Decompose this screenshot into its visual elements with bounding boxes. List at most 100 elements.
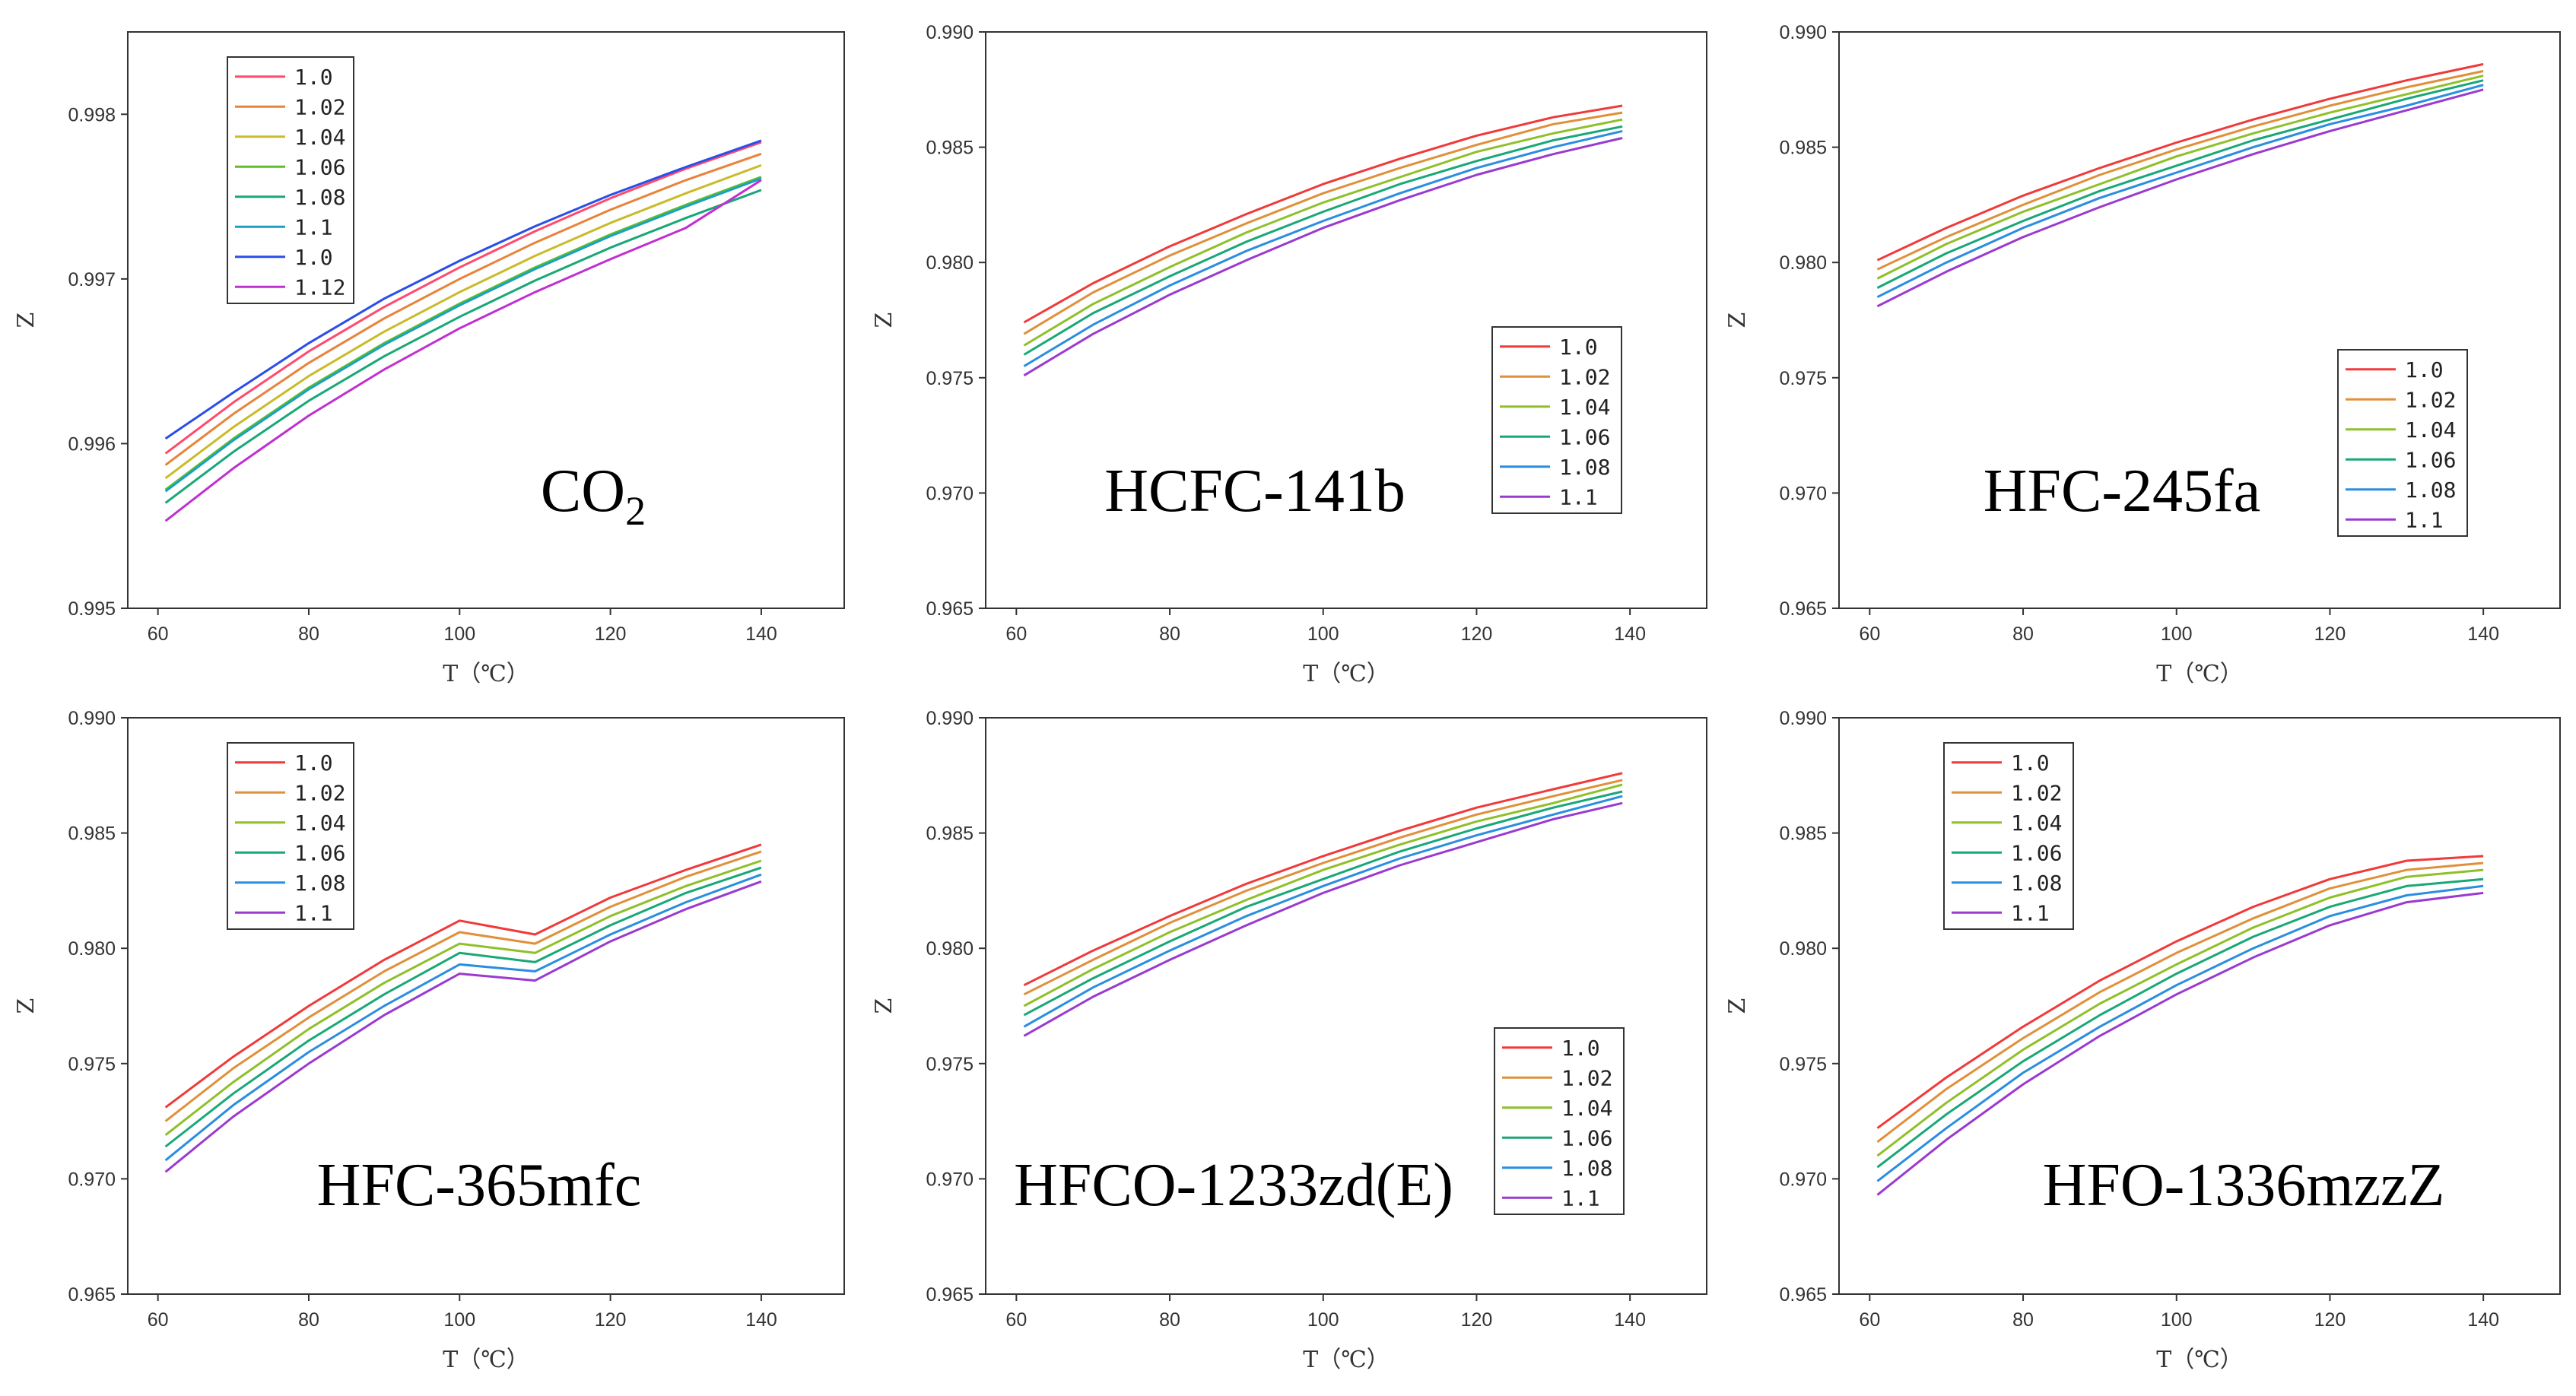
x-axis-label: T（℃） (1303, 661, 1390, 687)
series-line-2 (1876, 861, 2484, 1144)
compound-name: CO2 (541, 458, 646, 534)
series-line-7 (164, 139, 762, 440)
y-tick-label: 0.965 (1779, 1284, 1827, 1306)
x-tick-label: 60 (1859, 1309, 1880, 1331)
y-tick-label: 0.990 (1779, 22, 1827, 43)
legend-box (2337, 349, 2468, 537)
series-line-1 (1023, 104, 1623, 324)
series-line-4 (164, 176, 762, 491)
plot-frame (127, 31, 845, 609)
series-line-3 (1023, 783, 1623, 1007)
y-tick-label: 0.985 (1779, 823, 1827, 845)
y-tick-label: 0.985 (68, 823, 116, 845)
legend-label: 1.08 (294, 185, 345, 210)
y-tick-label: 0.985 (1779, 138, 1827, 159)
x-tick-label: 140 (2467, 623, 2499, 645)
legend-label: 1.1 (1559, 484, 1598, 509)
legend-label: 1.08 (1559, 455, 1610, 480)
y-tick-label: 0.975 (1779, 368, 1827, 389)
series-line-3 (164, 163, 762, 480)
legend-label: 1.0 (294, 245, 333, 270)
y-tick-label: 0.990 (68, 708, 116, 729)
series-line-6 (1023, 801, 1623, 1037)
x-tick-label: 60 (148, 1309, 169, 1331)
legend-label: 1.0 (294, 750, 333, 776)
series-line-2 (164, 850, 762, 1122)
y-tick-label: 0.980 (926, 938, 974, 960)
legend-label: 1.02 (2405, 387, 2456, 412)
y-tick-label: 0.998 (68, 104, 116, 125)
y-tick-label: 0.975 (1779, 1054, 1827, 1075)
x-tick-label: 80 (298, 1309, 319, 1331)
legend-label: 1.06 (2011, 840, 2062, 865)
legend-label: 1.08 (2011, 871, 2062, 896)
series-line-5 (1023, 795, 1623, 1028)
legend-box (1943, 742, 2074, 930)
series-line-3 (1876, 868, 2484, 1157)
legend-label: 1.0 (1561, 1036, 1600, 1061)
legend-label: 1.06 (2405, 447, 2456, 472)
series-line-6 (1876, 891, 2484, 1196)
x-tick-label: 120 (2314, 623, 2346, 645)
compound-name: HFCO-1233zd(E) (1014, 1152, 1453, 1219)
x-tick-label: 140 (745, 623, 777, 645)
compound-name: HFC-365mfc (317, 1152, 642, 1219)
y-tick-label: 0.970 (926, 1169, 974, 1190)
legend-label: 1.02 (1561, 1065, 1612, 1090)
series-line-5 (1023, 129, 1623, 367)
y-tick-label: 0.970 (1779, 1169, 1827, 1190)
compound-name: HFC-245fa (1984, 458, 2260, 525)
y-tick-label: 0.975 (68, 1054, 116, 1075)
x-axis-label: T（℃） (443, 1347, 529, 1373)
x-tick-label: 120 (1461, 623, 1493, 645)
legend-label: 1.1 (294, 214, 333, 240)
y-tick-label: 0.975 (926, 1054, 974, 1075)
series-line-5 (164, 189, 762, 504)
compound-name: HCFC-141b (1104, 458, 1406, 525)
x-tick-label: 60 (1859, 623, 1880, 645)
x-tick-label: 120 (595, 623, 627, 645)
legend-label: 1.06 (294, 154, 345, 179)
legend-label: 1.1 (1561, 1185, 1600, 1210)
y-axis-label: Z (871, 998, 897, 1014)
y-tick-label: 0.990 (1779, 708, 1827, 729)
series-line-2 (1876, 70, 2484, 271)
series-line-6 (1023, 137, 1623, 377)
y-tick-label: 0.970 (68, 1169, 116, 1190)
series-line-4 (164, 866, 762, 1148)
x-tick-label: 80 (1159, 1309, 1180, 1331)
legend-label: 1.06 (294, 840, 345, 865)
y-tick-label: 0.980 (1779, 252, 1827, 274)
y-tick-label: 0.970 (926, 483, 974, 504)
legend-box (1491, 326, 1622, 514)
legend: 1.0 1.02 1.04 1.06 1.08 1.1 (1491, 326, 1622, 514)
x-tick-label: 140 (745, 1309, 777, 1331)
y-tick-label: 0.965 (1779, 598, 1827, 620)
series-line-4 (1876, 877, 2484, 1169)
y-tick-label: 0.996 (68, 433, 116, 455)
y-tick-label: 0.965 (926, 1284, 974, 1306)
legend-label: 1.04 (294, 811, 345, 836)
y-tick-label: 0.990 (926, 708, 974, 729)
plot-frame (1838, 31, 2561, 609)
legend-label: 1.04 (2405, 417, 2456, 443)
compound-name: HFO-1336mzzZ (2043, 1152, 2445, 1219)
legend-label: 1.08 (294, 871, 345, 896)
y-axis-label: Z (13, 313, 40, 328)
x-tick-label: 120 (2314, 1309, 2346, 1331)
legend-box (227, 56, 354, 304)
legend-label: 1.0 (1559, 335, 1598, 360)
series-line-5 (164, 873, 762, 1162)
legend-label: 1.04 (1561, 1096, 1612, 1121)
y-axis-label: Z (1724, 313, 1751, 328)
series-line-2 (164, 152, 762, 466)
legend-label: 1.12 (294, 274, 345, 300)
y-tick-label: 0.985 (926, 823, 974, 845)
legend: 1.0 1.02 1.04 1.06 1.08 1.1 (227, 742, 354, 930)
chart-panel-5: 0.965 0.970 0.975 0.980 0.985 0.990 60 80 100 120… (871, 708, 1707, 1373)
y-axis-label: Z (1724, 998, 1751, 1014)
series-line-3 (164, 859, 762, 1136)
y-tick-label: 0.970 (1779, 483, 1827, 504)
